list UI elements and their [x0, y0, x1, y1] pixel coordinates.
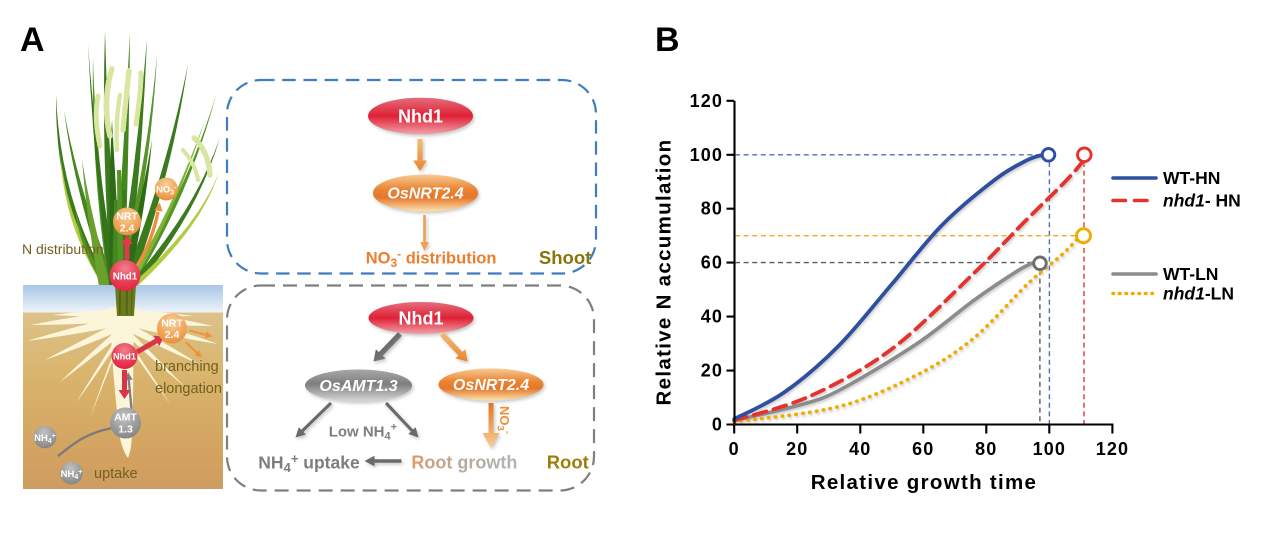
- svg-text:60: 60: [912, 439, 934, 459]
- svg-text:Relative growth time: Relative growth time: [811, 471, 1038, 494]
- svg-text:N distribution: N distribution: [22, 241, 104, 257]
- svg-text:B: B: [655, 21, 680, 59]
- svg-text:branching: branching: [155, 359, 219, 375]
- svg-text:20: 20: [701, 361, 723, 381]
- svg-text:80: 80: [701, 199, 723, 219]
- svg-text:NH4+ uptake: NH4+ uptake: [258, 451, 360, 475]
- svg-text:uptake: uptake: [94, 466, 138, 482]
- svg-text:A: A: [20, 21, 45, 59]
- svg-text:WT-LN: WT-LN: [1163, 264, 1218, 284]
- svg-text:0: 0: [729, 439, 740, 459]
- svg-text:Nhd1: Nhd1: [399, 309, 444, 329]
- svg-text:nhd1- HN: nhd1- HN: [1163, 191, 1241, 211]
- svg-text:Shoot: Shoot: [539, 247, 591, 268]
- svg-text:Root growth: Root growth: [411, 453, 517, 473]
- svg-text:80: 80: [975, 439, 997, 459]
- svg-text:2.4: 2.4: [120, 223, 135, 235]
- svg-text:Nhd1: Nhd1: [113, 352, 136, 362]
- svg-text:Relative N accumulation: Relative N accumulation: [653, 139, 676, 406]
- svg-text:elongation: elongation: [155, 381, 222, 397]
- svg-text:60: 60: [701, 253, 723, 273]
- svg-text:nhd1-LN: nhd1-LN: [1163, 284, 1234, 304]
- svg-text:Low NH4+: Low NH4+: [329, 422, 397, 443]
- svg-text:100: 100: [1033, 439, 1066, 459]
- svg-text:20: 20: [786, 439, 808, 459]
- svg-text:Root: Root: [547, 452, 589, 473]
- svg-text:100: 100: [690, 145, 723, 165]
- svg-text:40: 40: [701, 307, 723, 327]
- svg-text:OsAMT1.3: OsAMT1.3: [319, 378, 397, 395]
- svg-text:WT-HN: WT-HN: [1163, 168, 1220, 188]
- svg-text:NRT: NRT: [116, 211, 138, 223]
- svg-text:120: 120: [690, 91, 723, 111]
- svg-text:NO3-: NO3-: [495, 406, 513, 434]
- svg-text:2.4: 2.4: [165, 329, 180, 341]
- svg-text:40: 40: [849, 439, 871, 459]
- svg-text:AMT: AMT: [114, 412, 137, 424]
- svg-text:0: 0: [712, 415, 723, 435]
- svg-text:Nhd1: Nhd1: [113, 272, 138, 283]
- svg-text:NRT: NRT: [161, 318, 183, 330]
- svg-text:OsNRT2.4: OsNRT2.4: [453, 377, 529, 394]
- svg-text:Nhd1: Nhd1: [398, 107, 443, 127]
- svg-text:NO3- distribution: NO3- distribution: [366, 247, 497, 270]
- svg-text:NO3-: NO3-: [156, 185, 177, 197]
- svg-text:120: 120: [1096, 439, 1129, 459]
- svg-text:1.3: 1.3: [118, 424, 133, 436]
- svg-text:OsNRT2.4: OsNRT2.4: [387, 186, 463, 203]
